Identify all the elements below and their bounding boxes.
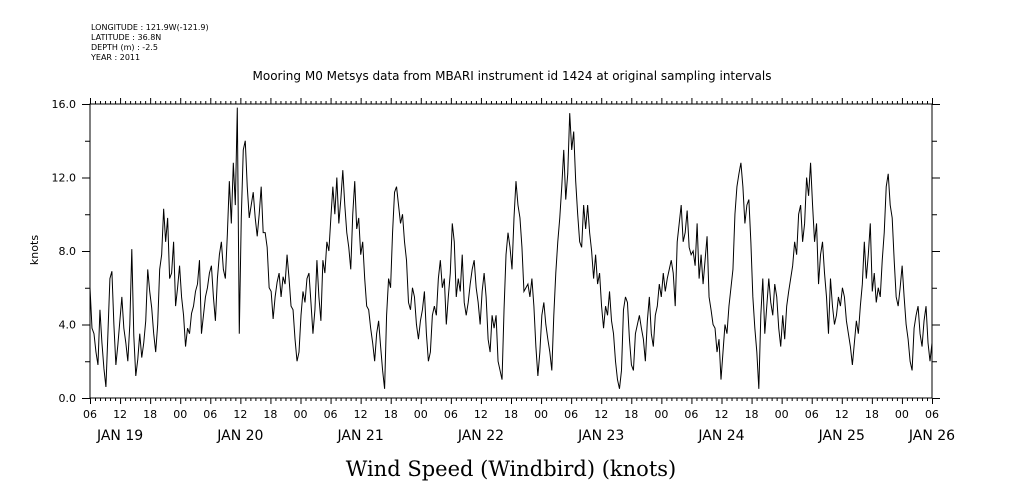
x-hour-label: 00	[173, 408, 187, 421]
x-day-label: JAN 25	[818, 428, 865, 444]
mooring-metadata: LONGITUDE : 121.9W(-121.9) LATITUDE : 36…	[90, 23, 209, 62]
y-tick-labels: 0.0 4.0 8.0 12.0 16.0	[52, 98, 77, 405]
meta-longitude: LONGITUDE : 121.9W(-121.9)	[91, 23, 209, 32]
x-hour-label: 18	[504, 408, 518, 421]
x-hour-label: 06	[83, 408, 97, 421]
x-hour-label: 18	[263, 408, 277, 421]
x-hour-label: 12	[233, 408, 247, 421]
x-day-label: JAN 24	[697, 428, 744, 444]
axis-ticks	[82, 98, 940, 404]
x-hour-label: 18	[384, 408, 398, 421]
y-tick-label: 12.0	[52, 172, 77, 185]
wind-speed-line	[89, 107, 933, 389]
x-hour-label: 18	[745, 408, 759, 421]
x-hour-label: 06	[805, 408, 819, 421]
x-day-label: JAN 23	[577, 428, 624, 444]
x-hour-label: 06	[444, 408, 458, 421]
x-hour-label: 12	[835, 408, 849, 421]
x-hour-label: 00	[654, 408, 668, 421]
meta-year: YEAR : 2011	[90, 53, 140, 62]
x-hour-label: 00	[895, 408, 909, 421]
meta-latitude: LATITUDE : 36.8N	[91, 33, 161, 42]
y-tick-label: 8.0	[59, 245, 77, 258]
x-hour-label: 06	[564, 408, 578, 421]
y-tick-label: 0.0	[59, 392, 77, 405]
chart-title: Mooring M0 Metsys data from MBARI instru…	[253, 69, 772, 83]
x-hour-label: 18	[143, 408, 157, 421]
x-day-label: JAN 22	[457, 428, 504, 444]
x-hour-label: 18	[624, 408, 638, 421]
y-axis-label: knots	[28, 235, 41, 265]
y-tick-label: 4.0	[59, 319, 77, 332]
x-hour-label: 18	[865, 408, 879, 421]
x-axis-label: Wind Speed (Windbird) (knots)	[346, 457, 676, 481]
x-hour-label: 00	[294, 408, 308, 421]
x-hour-label: 12	[594, 408, 608, 421]
x-hour-label: 00	[534, 408, 548, 421]
x-hour-label: 06	[324, 408, 338, 421]
x-hour-labels: 06 12 18 00 06 12 18 00 06 12 18 00 06 12 18 00 06 12 18 00…	[83, 408, 939, 421]
x-hour-label: 06	[203, 408, 217, 421]
plot-frame	[89, 103, 933, 399]
meta-depth: DEPTH (m) : -2.5	[91, 43, 158, 52]
x-day-labels: JAN 19 JAN 20 JAN 21 JAN 22 JAN 23 JAN 24 JAN …	[96, 428, 955, 444]
x-hour-label: 06	[925, 408, 939, 421]
x-day-label: JAN 19	[96, 428, 143, 444]
x-day-label: JAN 26	[908, 428, 955, 444]
x-hour-label: 12	[113, 408, 127, 421]
x-hour-label: 00	[414, 408, 428, 421]
x-hour-label: 00	[775, 408, 789, 421]
x-hour-label: 12	[474, 408, 488, 421]
y-tick-label: 16.0	[52, 98, 77, 111]
x-day-label: JAN 20	[216, 428, 263, 444]
x-day-label: JAN 21	[337, 428, 384, 444]
x-hour-label: 12	[715, 408, 729, 421]
x-hour-label: 12	[354, 408, 368, 421]
x-hour-label: 06	[684, 408, 698, 421]
